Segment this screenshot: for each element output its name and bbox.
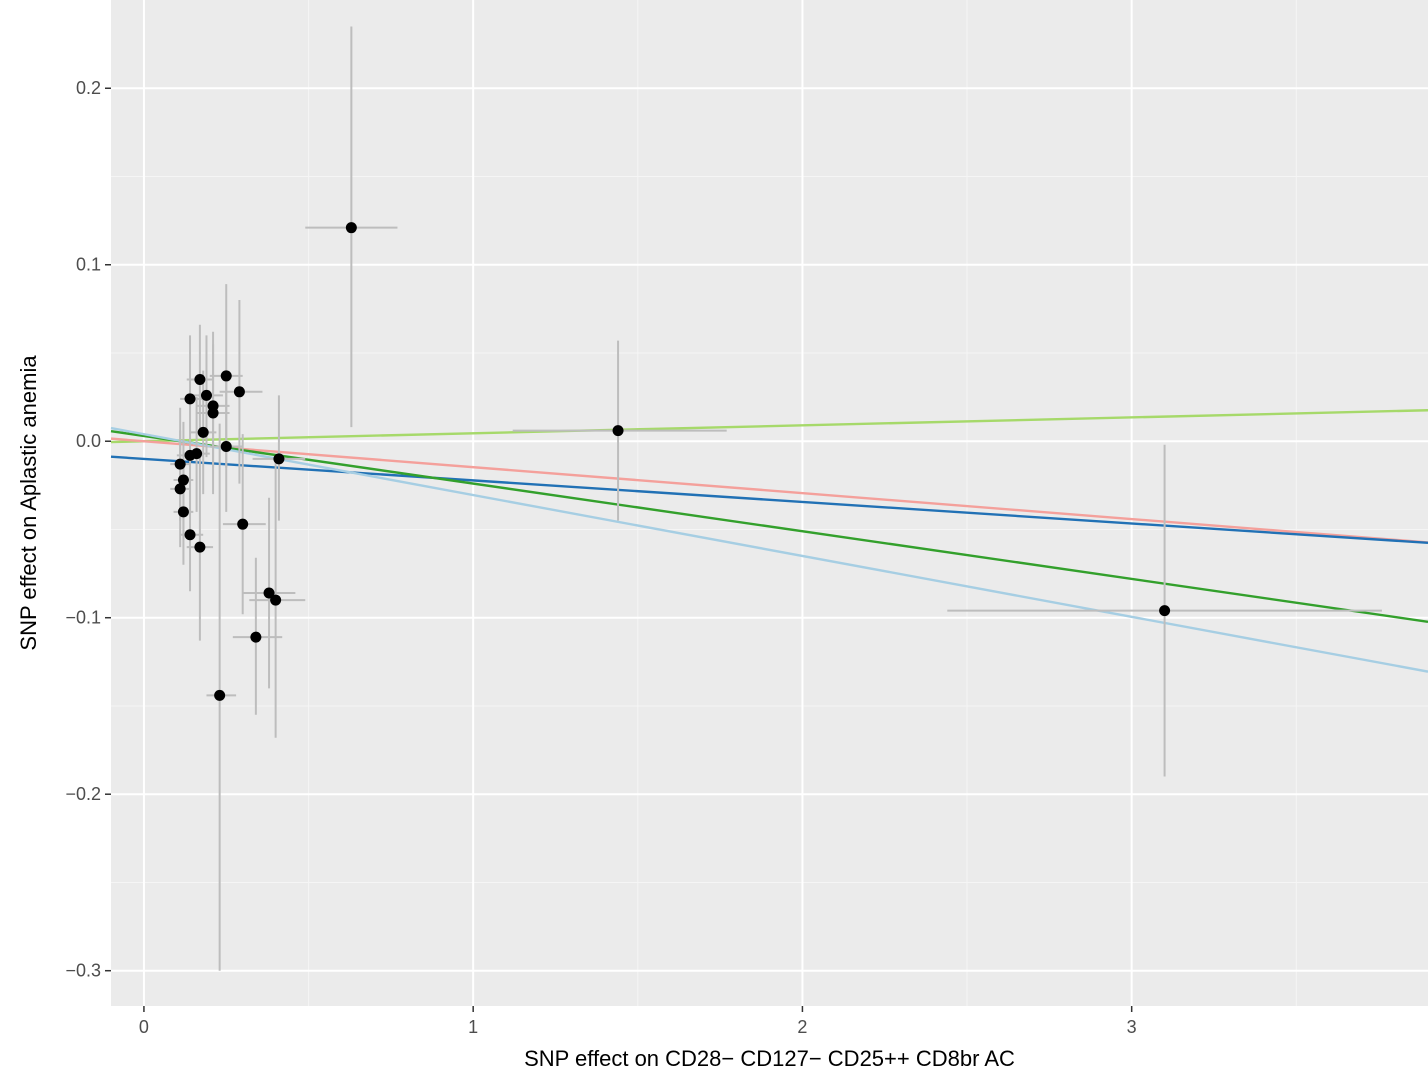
regression-line-4: [110, 429, 1428, 623]
data-points: [174, 222, 1171, 701]
data-point-3: [1159, 605, 1171, 617]
data-point-1: [345, 222, 357, 234]
data-point-19: [174, 483, 186, 495]
data-point-7: [194, 373, 206, 385]
regression-line-3: [110, 455, 1428, 545]
axis-ticks: [105, 87, 1133, 1012]
y-axis-tick-labels: −0.3 −0.2 −0.1 0.0 0.1 0.2: [65, 78, 101, 980]
x-tick-label: 0: [139, 1017, 149, 1037]
data-point-24: [263, 587, 275, 599]
regression-line-1: [110, 409, 1428, 444]
y-tick-label: 0.0: [76, 431, 101, 451]
y-axis-title: SNP effect on Aplastic anemia: [16, 355, 41, 651]
major-grid: [111, 0, 1428, 1006]
data-point-2: [612, 425, 624, 437]
data-point-23: [237, 518, 249, 530]
y-tick-label: −0.1: [65, 608, 101, 628]
y-tick-label: −0.3: [65, 961, 101, 981]
data-point-12: [197, 426, 209, 438]
y-tick-label: 0.2: [76, 78, 101, 98]
x-axis-tick-labels: 0 1 2 3: [139, 1017, 1137, 1037]
regression-line-2: [110, 437, 1428, 544]
data-point-4: [214, 689, 226, 701]
x-tick-label: 3: [1127, 1017, 1137, 1037]
x-axis-title: SNP effect on CD28− CD127− CD25++ CD8br …: [524, 1046, 1015, 1071]
data-point-5: [220, 370, 232, 382]
data-point-10: [207, 407, 219, 419]
data-point-16: [273, 453, 285, 465]
x-tick-label: 2: [797, 1017, 807, 1037]
data-point-15: [191, 448, 203, 460]
data-point-22: [194, 541, 206, 553]
data-point-8: [200, 389, 212, 401]
regression-line-5: [110, 426, 1428, 673]
data-point-21: [184, 529, 196, 541]
plot-panel: [111, 0, 1428, 1006]
data-point-20: [177, 506, 189, 518]
x-tick-label: 1: [468, 1017, 478, 1037]
data-point-18: [177, 474, 189, 486]
data-point-13: [220, 441, 232, 453]
y-tick-label: 0.1: [76, 255, 101, 275]
regression-lines: [110, 409, 1428, 673]
data-point-25: [270, 594, 282, 606]
data-point-17: [174, 458, 186, 470]
y-tick-label: −0.2: [65, 784, 101, 804]
data-point-11: [184, 393, 196, 405]
data-point-26: [250, 631, 262, 643]
data-point-6: [233, 386, 245, 398]
